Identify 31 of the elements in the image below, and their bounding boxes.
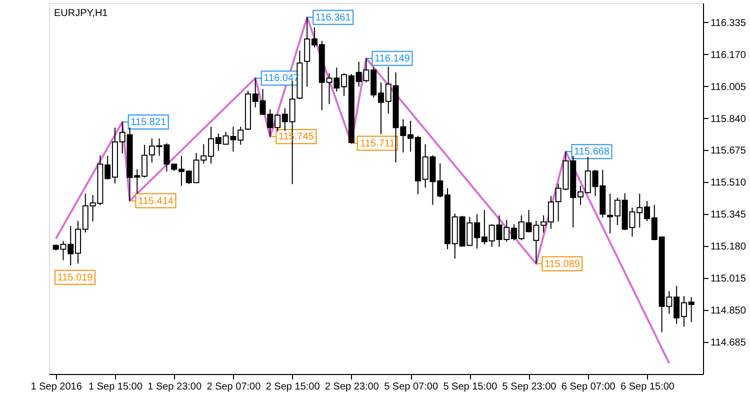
x-tick-label: 1 Sep 2016 bbox=[30, 382, 82, 392]
annotation: 115.821 bbox=[130, 116, 166, 128]
y-tick-label: 114.850 bbox=[710, 306, 746, 317]
x-tick-label: 1 Sep 23:00 bbox=[148, 382, 202, 392]
y-tick-label: 115.345 bbox=[710, 210, 746, 221]
annotation: 115.019 bbox=[57, 272, 94, 284]
y-tick-label: 116.005 bbox=[710, 82, 746, 93]
x-tick-label: 2 Sep 15:00 bbox=[266, 382, 320, 392]
x-tick-label: 6 Sep 07:00 bbox=[561, 382, 616, 392]
x-tick-label: 5 Sep 15:00 bbox=[443, 382, 498, 392]
y-tick-label: 116.170 bbox=[710, 50, 746, 61]
x-tick-label: 2 Sep 23:00 bbox=[324, 382, 380, 392]
annotation: 115.414 bbox=[138, 196, 174, 207]
text: EURJPY,H1 bbox=[54, 8, 108, 19]
x-tick-label: 6 Sep 15:00 bbox=[620, 382, 675, 392]
x-tick-label: 2 Sep 07:00 bbox=[206, 382, 262, 392]
y-tick-label: 115.180 bbox=[710, 242, 746, 253]
y-tick-label: 115.675 bbox=[710, 146, 746, 157]
annotation: 116.149 bbox=[374, 53, 410, 64]
x-tick-label: 5 Sep 07:00 bbox=[384, 382, 438, 392]
y-tick-label: 115.510 bbox=[710, 178, 746, 189]
annotation: 115.711 bbox=[360, 138, 396, 150]
y-tick-label: 114.685 bbox=[710, 338, 746, 349]
annotation: 115.668 bbox=[574, 146, 610, 158]
x-tick-label: 5 Sep 23:00 bbox=[502, 382, 557, 392]
annotation: 116.361 bbox=[315, 12, 352, 24]
x-tick-label: 1 Sep 15:00 bbox=[88, 382, 143, 392]
y-tick-label: 115.015 bbox=[710, 274, 746, 285]
annotation: 115.089 bbox=[544, 258, 580, 270]
y-tick-label: 116.335 bbox=[710, 18, 746, 29]
y-tick-label: 115.840 bbox=[710, 114, 746, 125]
